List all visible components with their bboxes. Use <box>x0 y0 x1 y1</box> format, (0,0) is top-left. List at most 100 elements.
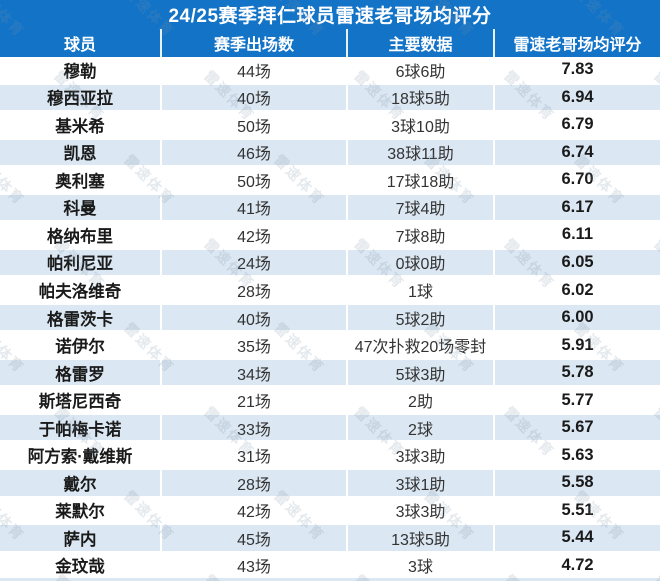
player-name-cell: 帕夫洛维奇 <box>0 277 162 303</box>
table-row: 格雷茨卡 40场 5球2助 6.00 <box>0 304 660 333</box>
key-stats-cell: 3球3助 <box>348 442 495 468</box>
rating-cell: 6.17 <box>561 197 594 216</box>
appearances-cell: 28场 <box>162 277 348 303</box>
player-name-cell: 穆勒 <box>0 57 162 83</box>
key-stats-cell: 2助 <box>348 387 495 413</box>
column-header-key-stats: 主要数据 <box>348 29 495 57</box>
key-stats-cell: 7球8助 <box>348 222 495 248</box>
key-stats-cell: 13球5助 <box>348 525 495 551</box>
appearances-cell: 40场 <box>162 304 348 331</box>
table-row: 凯恩 46场 38球11助 6.74 <box>0 139 660 168</box>
rating-cell: 6.02 <box>561 280 594 299</box>
player-name-cell: 格雷罗 <box>0 359 162 386</box>
column-header-rating: 雷速老哥场均评分 <box>513 37 642 54</box>
player-name-cell: 莱默尔 <box>0 497 162 524</box>
rating-cell: 5.67 <box>561 418 594 437</box>
key-stats-cell: 18球5助 <box>348 84 495 111</box>
rating-cell: 6.05 <box>561 252 594 271</box>
player-name-cell: 诺伊尔 <box>0 332 162 358</box>
player-name-cell: 凯恩 <box>0 139 162 166</box>
player-name-cell: 奥利塞 <box>0 167 162 193</box>
appearances-cell: 43场 <box>162 552 348 579</box>
table-row: 穆勒 44场 6球6助 7.83 <box>0 57 660 85</box>
rating-cell: 6.00 <box>561 308 594 327</box>
appearances-cell: 21场 <box>162 387 348 413</box>
player-name-cell: 基米希 <box>0 112 162 138</box>
table-row: 于帕梅卡诺 33场 2球 5.67 <box>0 414 660 443</box>
rating-cell: 6.74 <box>561 142 594 161</box>
appearances-cell: 28场 <box>162 469 348 496</box>
column-header-row: 球员 赛季出场数 主要数据 雷速老哥场均评分 <box>0 29 660 57</box>
rating-cell: 5.51 <box>561 500 594 519</box>
table-row: 金玟哉 43场 3球 4.72 <box>0 552 660 579</box>
table-row: 格雷罗 34场 5球3助 5.78 <box>0 359 660 388</box>
table-row: 诺伊尔 35场 47次扑救20场零封 5.91 <box>0 332 660 360</box>
table-row: 科曼 41场 7球4助 6.17 <box>0 194 660 223</box>
column-header-appearances: 赛季出场数 <box>162 29 348 57</box>
rating-cell: 6.79 <box>561 115 594 134</box>
table-row: 阿方索·戴维斯 31场 3球3助 5.63 <box>0 442 660 470</box>
table-row: 基米希 50场 3球10助 6.79 <box>0 112 660 140</box>
appearances-cell: 31场 <box>162 442 348 468</box>
rating-cell: 6.94 <box>561 87 594 106</box>
player-name-cell: 阿方索·戴维斯 <box>0 442 162 468</box>
appearances-cell: 46场 <box>162 139 348 166</box>
table-row: 萨内 45场 13球5助 5.44 <box>0 525 660 553</box>
key-stats-cell: 0球0助 <box>348 249 495 276</box>
table-header-band: 24/25赛季拜仁球员雷速老哥场均评分 球员 赛季出场数 主要数据 雷速老哥场均… <box>0 0 660 57</box>
column-header-player: 球员 <box>0 29 162 57</box>
table-row: 莱默尔 42场 3球3助 5.51 <box>0 497 660 526</box>
rating-cell: 5.44 <box>561 528 594 547</box>
rating-cell: 5.77 <box>561 390 594 409</box>
page-title: 24/25赛季拜仁球员雷速老哥场均评分 <box>168 6 492 27</box>
key-stats-cell: 7球4助 <box>348 194 495 221</box>
key-stats-cell: 5球3助 <box>348 359 495 386</box>
appearances-cell: 41场 <box>162 194 348 221</box>
appearances-cell: 34场 <box>162 359 348 386</box>
player-name-cell: 戴尔 <box>0 469 162 496</box>
table-body: 穆勒 44场 6球6助 7.83 穆西亚拉 40场 18球5助 6.94 基米希… <box>0 57 660 579</box>
key-stats-cell: 2球 <box>348 414 495 441</box>
rating-cell: 5.58 <box>561 473 594 492</box>
appearances-cell: 44场 <box>162 57 348 83</box>
table-row: 奥利塞 50场 17球18助 6.70 <box>0 167 660 195</box>
appearances-cell: 50场 <box>162 167 348 193</box>
player-name-cell: 帕利尼亚 <box>0 249 162 276</box>
rating-cell: 5.78 <box>561 363 594 382</box>
player-name-cell: 科曼 <box>0 194 162 221</box>
key-stats-cell: 3球1助 <box>348 469 495 496</box>
key-stats-cell: 5球2助 <box>348 304 495 331</box>
rating-cell: 5.91 <box>561 335 594 354</box>
rating-cell: 6.70 <box>561 170 594 189</box>
key-stats-cell: 47次扑救20场零封 <box>348 332 495 358</box>
key-stats-cell: 3球3助 <box>348 497 495 524</box>
table-row: 格纳布里 42场 7球8助 6.11 <box>0 222 660 250</box>
player-name-cell: 穆西亚拉 <box>0 84 162 111</box>
appearances-cell: 40场 <box>162 84 348 111</box>
table-row: 帕利尼亚 24场 0球0助 6.05 <box>0 249 660 278</box>
key-stats-cell: 1球 <box>348 277 495 303</box>
key-stats-cell: 38球11助 <box>348 139 495 166</box>
table-row: 斯塔尼西奇 21场 2助 5.77 <box>0 387 660 415</box>
rating-cell: 5.63 <box>561 445 594 464</box>
appearances-cell: 42场 <box>162 222 348 248</box>
table-row: 帕夫洛维奇 28场 1球 6.02 <box>0 277 660 305</box>
appearances-cell: 50场 <box>162 112 348 138</box>
appearances-cell: 33场 <box>162 414 348 441</box>
table-row: 戴尔 28场 3球1助 5.58 <box>0 469 660 498</box>
player-name-cell: 萨内 <box>0 525 162 551</box>
rating-cell: 4.72 <box>561 555 594 574</box>
player-name-cell: 格纳布里 <box>0 222 162 248</box>
bottom-edge-strip <box>0 578 660 581</box>
appearances-cell: 35场 <box>162 332 348 358</box>
key-stats-cell: 6球6助 <box>348 57 495 83</box>
appearances-cell: 45场 <box>162 525 348 551</box>
appearances-cell: 42场 <box>162 497 348 524</box>
player-name-cell: 斯塔尼西奇 <box>0 387 162 413</box>
player-name-cell: 格雷茨卡 <box>0 304 162 331</box>
player-name-cell: 于帕梅卡诺 <box>0 414 162 441</box>
table-row: 穆西亚拉 40场 18球5助 6.94 <box>0 84 660 113</box>
rating-cell: 6.11 <box>561 225 594 244</box>
rating-cell: 7.83 <box>561 60 594 79</box>
